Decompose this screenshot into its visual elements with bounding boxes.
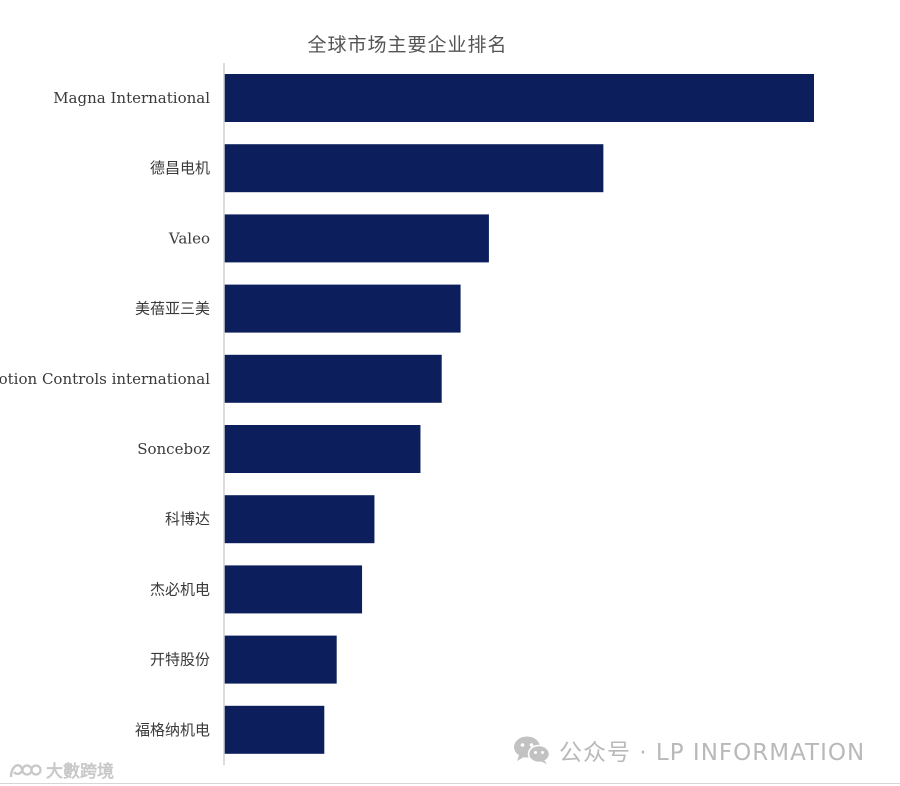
category-label: 科博达 [165, 510, 210, 528]
brand-watermark: 大數跨境 [8, 757, 114, 782]
category-label: Motion Controls international [0, 370, 210, 388]
bar-2 [224, 214, 489, 263]
wechat-icon [514, 736, 551, 764]
brand-logo-icon [9, 763, 42, 777]
category-label: 美蓓亚三美 [135, 300, 210, 318]
bar-5 [224, 425, 421, 473]
wechat-watermark-text: 公众号 · LP INFORMATION [559, 740, 866, 766]
bar-1 [224, 144, 604, 193]
bar-3 [224, 284, 461, 333]
category-label: Sonceboz [137, 440, 210, 458]
bar-7 [224, 565, 363, 614]
bar-8 [224, 635, 337, 684]
category-label: 开特股份 [150, 651, 210, 669]
wechat-watermark: 公众号 · LP INFORMATION [513, 733, 865, 767]
brand-watermark-text: 大數跨境 [46, 762, 114, 782]
category-label: Magna International [53, 89, 210, 107]
category-label: 德昌电机 [150, 159, 210, 177]
category-label: 杰必机电 [150, 580, 210, 598]
chart-title: 全球市场主要企业排名 [307, 34, 508, 56]
category-label: Valeo [168, 229, 210, 247]
category-label: 福格纳机电 [135, 721, 210, 739]
bottom-divider [0, 783, 900, 784]
bar-0 [224, 74, 814, 122]
bar-9 [224, 705, 325, 754]
bar-4 [224, 354, 442, 403]
bar-6 [224, 495, 375, 544]
